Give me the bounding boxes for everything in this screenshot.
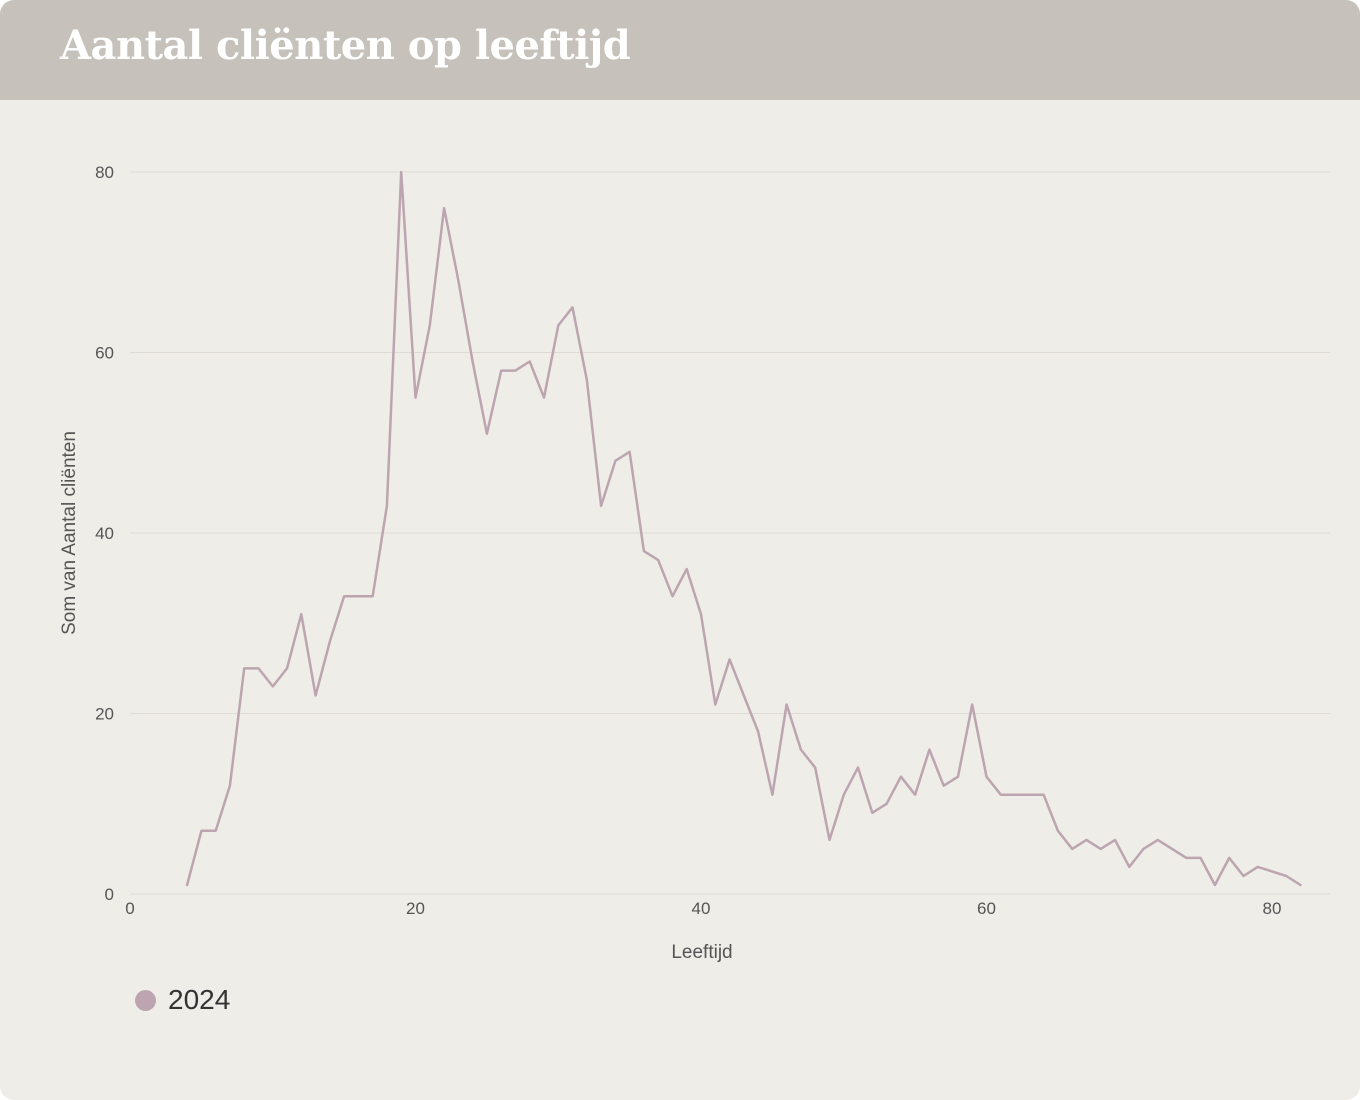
legend-label: 2024: [168, 984, 231, 1015]
x-tick-label: 20: [406, 899, 425, 918]
chart-title: Aantal cliënten op leeftijd: [60, 22, 631, 69]
x-tick-label: 0: [125, 899, 134, 918]
x-axis-title: Leeftijd: [671, 942, 732, 963]
line-chart: 0 20 40 60 80 0 20 40 60 80 Leeftijd Som van Aantal…: [59, 163, 1330, 963]
x-tick-label: 60: [977, 899, 996, 918]
x-tick-label: 40: [692, 899, 711, 918]
y-axis-title: Som van Aantal cliënten: [59, 431, 80, 635]
y-tick-label: 0: [105, 885, 114, 904]
y-tick-label: 80: [95, 163, 114, 182]
y-tick-label: 40: [95, 524, 114, 543]
card-header: Aantal cliënten op leeftijd: [0, 0, 1360, 100]
y-tick-label: 20: [95, 705, 114, 724]
y-tick-label: 60: [95, 344, 114, 363]
legend: 2024: [135, 984, 230, 1016]
x-tick-label: 80: [1263, 899, 1282, 918]
legend-swatch: [135, 989, 156, 1011]
series-line: [185, 170, 1302, 887]
